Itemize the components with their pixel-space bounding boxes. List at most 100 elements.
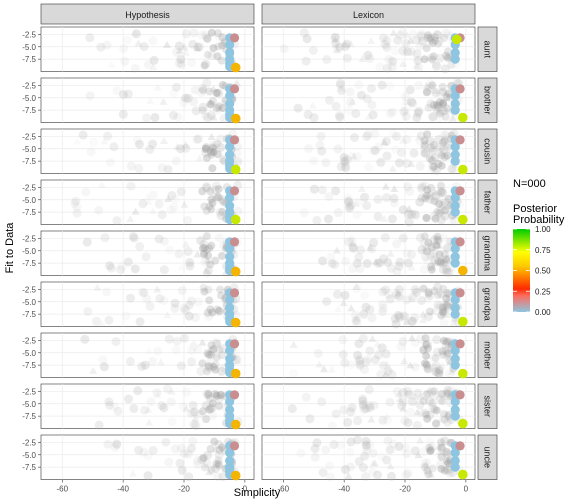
background-hypothesis-point: [422, 340, 431, 349]
background-hypothesis-point: [425, 136, 435, 146]
background-hypothesis-point: [385, 364, 394, 372]
background-hypothesis-point: [422, 247, 431, 256]
y-tick-label: -2.5: [22, 285, 36, 294]
background-hypothesis-point: [317, 185, 327, 195]
background-hypothesis-point: [208, 399, 217, 408]
background-hypothesis-point: [200, 202, 209, 211]
background-hypothesis-point: [442, 257, 452, 267]
background-hypothesis-point: [330, 32, 340, 42]
background-hypothesis-point: [362, 201, 372, 211]
background-hypothesis-point: [177, 286, 187, 296]
background-hypothesis-point: [373, 470, 383, 480]
background-hypothesis-point: [430, 286, 439, 295]
background-hypothesis-point: [78, 130, 88, 140]
background-hypothesis-point: [434, 237, 443, 246]
background-hypothesis-point: [166, 205, 176, 215]
low-posterior-point: [450, 252, 460, 262]
background-hypothesis-point: [204, 285, 213, 294]
background-hypothesis-point: [381, 370, 390, 378]
row-strip-label: mother: [483, 341, 493, 369]
background-hypothesis-point: [333, 144, 343, 154]
background-hypothesis-point: [353, 416, 363, 426]
background-hypothesis-point: [435, 113, 445, 123]
background-hypothesis-point: [85, 33, 95, 43]
background-hypothesis-point: [213, 305, 222, 314]
background-hypothesis-point: [414, 80, 424, 90]
background-hypothesis-point: [180, 43, 189, 51]
background-hypothesis-point: [389, 439, 399, 449]
highest-posterior-point: [230, 266, 241, 277]
background-hypothesis-point: [420, 463, 429, 472]
background-hypothesis-point: [352, 284, 362, 294]
background-hypothesis-point: [441, 311, 450, 319]
background-hypothesis-point: [187, 58, 197, 68]
background-hypothesis-point: [427, 262, 436, 271]
background-hypothesis-point: [199, 249, 208, 258]
panel-brother-hypothesis: [40, 77, 255, 124]
background-hypothesis-point: [441, 89, 450, 97]
background-hypothesis-point: [214, 233, 224, 243]
background-hypothesis-point: [361, 357, 371, 367]
background-hypothesis-point: [331, 101, 341, 111]
background-hypothesis-point: [379, 254, 389, 264]
background-hypothesis-point: [174, 249, 184, 259]
background-hypothesis-point: [407, 160, 416, 168]
background-hypothesis-point: [312, 438, 322, 448]
panel-grandpa-hypothesis: [40, 281, 255, 328]
background-hypothesis-point: [439, 152, 449, 162]
background-hypothesis-point: [181, 305, 191, 315]
background-hypothesis-point: [438, 149, 447, 157]
background-hypothesis-point: [433, 102, 443, 112]
background-hypothesis-point: [424, 470, 433, 479]
background-hypothesis-point: [437, 187, 447, 197]
background-hypothesis-point: [214, 461, 223, 470]
background-hypothesis-point: [106, 263, 116, 273]
background-hypothesis-point: [118, 89, 128, 99]
background-hypothesis-point: [189, 342, 199, 352]
background-hypothesis-point: [400, 416, 410, 426]
background-hypothesis-point: [296, 448, 306, 458]
background-hypothesis-point: [345, 462, 355, 472]
y-tick-label: -5.0: [22, 43, 36, 52]
background-hypothesis-point: [440, 410, 449, 419]
background-hypothesis-point: [216, 391, 225, 400]
background-hypothesis-point: [436, 182, 446, 192]
background-hypothesis-point: [429, 52, 438, 61]
background-hypothesis-point: [408, 397, 418, 407]
mid-posterior-point: [455, 84, 465, 94]
background-hypothesis-point: [214, 394, 224, 404]
highest-posterior-point: [230, 470, 241, 481]
background-hypothesis-point: [154, 199, 164, 209]
background-hypothesis-point: [195, 154, 204, 162]
background-hypothesis-point: [420, 359, 429, 368]
background-hypothesis-point: [359, 290, 369, 300]
background-hypothesis-point: [428, 38, 437, 47]
background-hypothesis-point: [347, 304, 356, 312]
background-hypothesis-point: [369, 459, 378, 467]
background-hypothesis-point: [416, 392, 425, 400]
background-hypothesis-point: [213, 150, 222, 159]
background-hypothesis-point: [388, 56, 398, 66]
background-hypothesis-point: [130, 29, 139, 37]
background-hypothesis-point: [112, 86, 122, 96]
background-hypothesis-point: [415, 136, 425, 146]
background-hypothesis-point: [427, 442, 437, 452]
background-hypothesis-point: [331, 38, 341, 48]
background-hypothesis-point: [442, 243, 452, 253]
background-hypothesis-point: [94, 420, 104, 430]
row-strip-sister: [477, 383, 498, 429]
y-tick-label: -5.0: [22, 349, 36, 358]
y-tick-label: -5.0: [22, 451, 36, 460]
background-hypothesis-point: [143, 471, 153, 481]
background-hypothesis-point: [354, 457, 364, 467]
background-hypothesis-point: [404, 98, 413, 106]
background-hypothesis-point: [193, 459, 203, 469]
legend-title-line2: Probability: [513, 214, 565, 226]
background-hypothesis-point: [428, 399, 437, 408]
column-strip-label: Hypothesis: [125, 10, 170, 20]
background-hypothesis-point: [380, 214, 389, 222]
background-hypothesis-point: [337, 84, 346, 92]
y-tick-label: -5.0: [22, 145, 36, 154]
background-hypothesis-point: [164, 457, 174, 467]
background-hypothesis-point: [410, 362, 420, 372]
